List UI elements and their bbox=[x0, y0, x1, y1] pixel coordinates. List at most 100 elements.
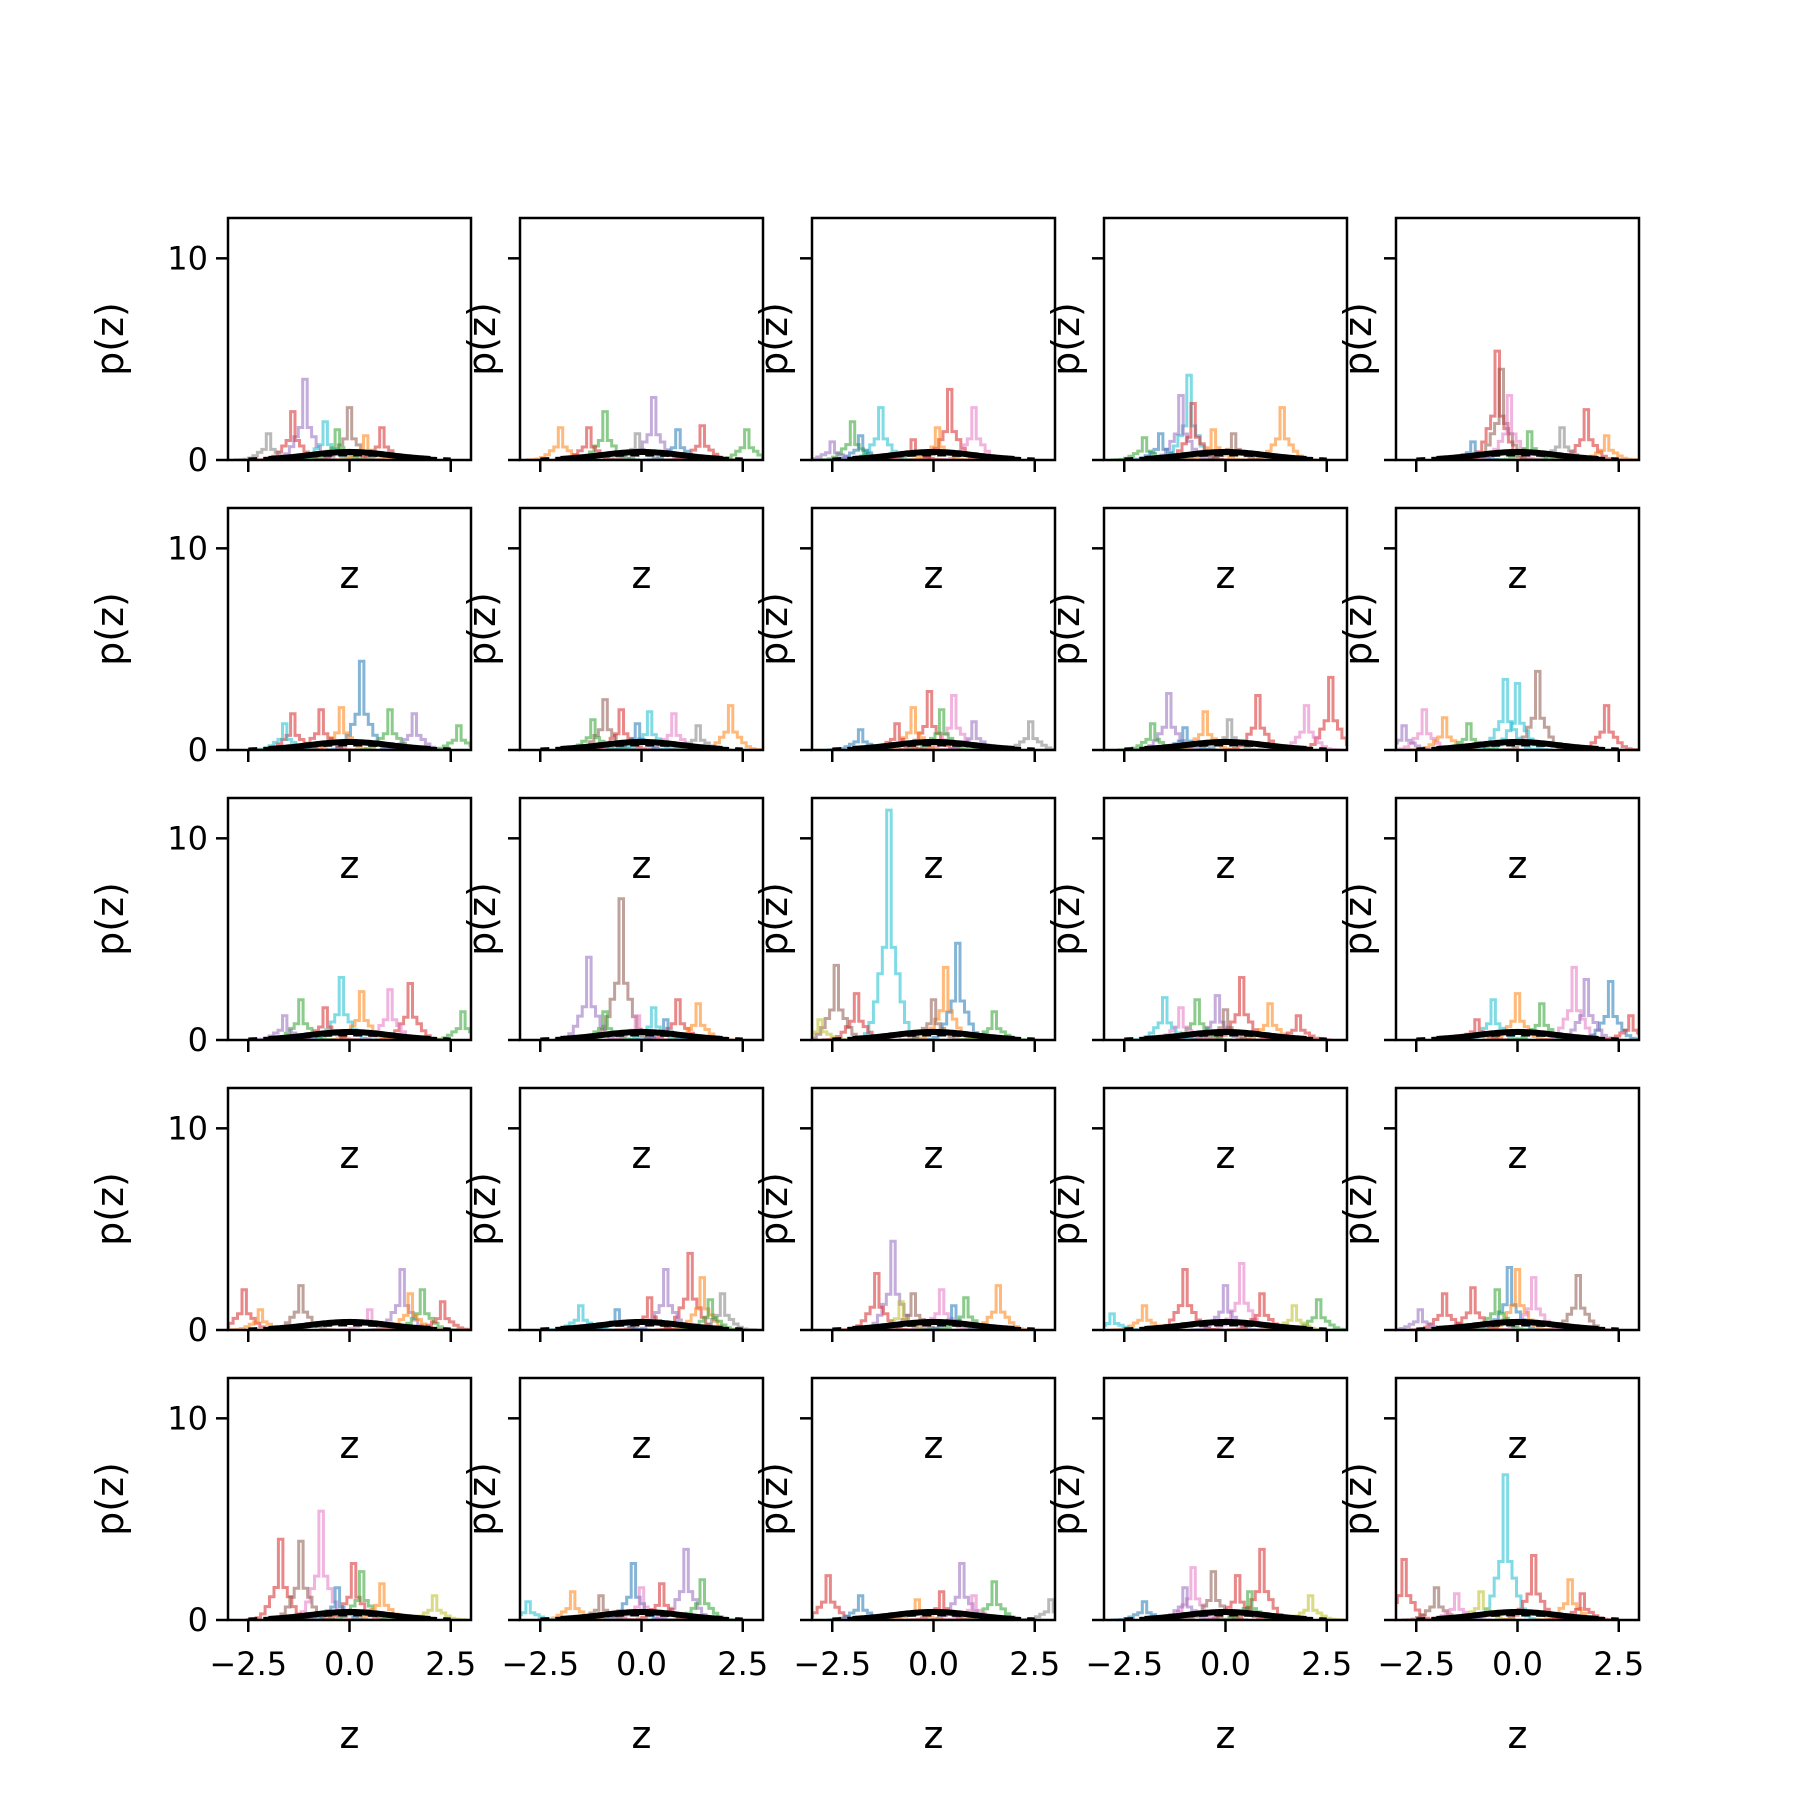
y-axis-label: p(z) bbox=[1336, 1462, 1380, 1536]
x-axis-label: z bbox=[1508, 843, 1528, 887]
x-axis-label: z bbox=[632, 843, 652, 887]
y-axis-label: p(z) bbox=[88, 592, 132, 666]
x-tick-label: 0.0 bbox=[908, 1645, 959, 1683]
y-axis-label: p(z) bbox=[1336, 882, 1380, 956]
subplot-r2-c0: 0 10 p(z) z bbox=[88, 796, 473, 1177]
x-tick-label: 2.5 bbox=[1301, 1645, 1352, 1683]
subplot-r0-c1: p(z) z bbox=[460, 216, 765, 597]
subplot-r1-c0: 0 10 p(z) z bbox=[88, 506, 473, 887]
y-axis-label: p(z) bbox=[1044, 1462, 1088, 1536]
x-tick-label: 0.0 bbox=[616, 1645, 667, 1683]
subplot-r3-c2: p(z) z bbox=[752, 1086, 1057, 1467]
x-tick-label: 0.0 bbox=[324, 1645, 375, 1683]
x-tick-label: −2.5 bbox=[1085, 1645, 1163, 1683]
x-axis-label: z bbox=[1508, 1713, 1528, 1757]
subplot-r0-c2: p(z) z bbox=[752, 216, 1057, 597]
subplot-r1-c3: p(z) z bbox=[1044, 506, 1349, 887]
y-axis-label: p(z) bbox=[460, 1172, 504, 1246]
y-axis-label: p(z) bbox=[1044, 592, 1088, 666]
x-tick-label: 2.5 bbox=[425, 1645, 476, 1683]
y-axis-label: p(z) bbox=[752, 302, 796, 376]
subplot-r3-c0: 0 10 p(z) z bbox=[88, 1086, 473, 1467]
y-axis-label: p(z) bbox=[88, 1462, 132, 1536]
x-tick-label: −2.5 bbox=[793, 1645, 871, 1683]
x-tick-label: 2.5 bbox=[1009, 1645, 1060, 1683]
plot-area bbox=[520, 1547, 743, 1620]
x-axis-label: z bbox=[1216, 1713, 1236, 1757]
y-axis-label: p(z) bbox=[752, 1462, 796, 1536]
histogram-series-3 bbox=[1498, 1276, 1569, 1330]
subplot-r3-c1: p(z) z bbox=[460, 1086, 765, 1467]
y-axis-label: p(z) bbox=[1336, 302, 1380, 376]
y-axis-label: p(z) bbox=[752, 1172, 796, 1246]
y-axis-label: p(z) bbox=[1044, 302, 1088, 376]
x-tick-label: −2.5 bbox=[1377, 1645, 1455, 1683]
x-axis-label: z bbox=[340, 1423, 360, 1467]
subplot-r4-c1: −2.5 0.0 2.5 p(z) z bbox=[460, 1376, 768, 1757]
reference-dashed-curve bbox=[832, 1323, 1035, 1330]
y-axis-label: p(z) bbox=[460, 1462, 504, 1536]
subplot-r1-c1: p(z) z bbox=[460, 506, 765, 887]
reference-dashed-curve bbox=[1416, 1323, 1619, 1330]
reference-dashed-curve bbox=[1416, 1613, 1619, 1620]
subplot-r1-c4: p(z) z bbox=[1336, 506, 1641, 887]
reference-dashed-curve bbox=[540, 1033, 743, 1040]
x-axis-label: z bbox=[924, 1713, 944, 1757]
plot-area bbox=[1396, 669, 1639, 750]
y-tick-label: 10 bbox=[167, 529, 208, 567]
y-axis-label: p(z) bbox=[88, 302, 132, 376]
reference-dashed-curve bbox=[540, 1613, 743, 1620]
histogram-series-0 bbox=[1206, 1262, 1277, 1330]
reference-dashed-curve bbox=[832, 1613, 1035, 1620]
subplot-r4-c4: −2.5 0.0 2.5 p(z) z bbox=[1336, 1376, 1644, 1757]
histogram-series-3 bbox=[326, 990, 397, 1040]
reference-dashed-curve bbox=[248, 1613, 451, 1620]
y-tick-label: 0 bbox=[188, 441, 208, 479]
y-tick-label: 10 bbox=[167, 1399, 208, 1437]
x-axis-label: z bbox=[924, 553, 944, 597]
x-axis-label: z bbox=[1216, 1133, 1236, 1177]
reference-dashed-curve bbox=[540, 1323, 743, 1330]
x-axis-label: z bbox=[1508, 1423, 1528, 1467]
x-tick-label: 0.0 bbox=[1492, 1645, 1543, 1683]
reference-dashed-curve bbox=[248, 1033, 451, 1040]
y-tick-label: 0 bbox=[188, 731, 208, 769]
reference-dashed-curve bbox=[832, 1033, 1035, 1040]
x-axis-label: z bbox=[632, 553, 652, 597]
x-axis-label: z bbox=[632, 1133, 652, 1177]
x-tick-label: 0.0 bbox=[1200, 1645, 1251, 1683]
x-axis-label: z bbox=[340, 1133, 360, 1177]
reference-dashed-curve bbox=[1124, 1033, 1327, 1040]
x-axis-label: z bbox=[924, 1423, 944, 1467]
y-axis-label: p(z) bbox=[460, 302, 504, 376]
y-axis-label: p(z) bbox=[460, 882, 504, 956]
plot-area bbox=[832, 1239, 1035, 1330]
y-tick-label: 10 bbox=[167, 239, 208, 277]
y-tick-label: 0 bbox=[188, 1021, 208, 1059]
y-axis-label: p(z) bbox=[460, 592, 504, 666]
reference-dashed-curve bbox=[1416, 1033, 1619, 1040]
y-tick-label: 10 bbox=[167, 1109, 208, 1147]
reference-dashed-curve bbox=[1124, 743, 1327, 750]
reference-dashed-curve bbox=[832, 453, 1035, 460]
histogram-series-2 bbox=[1178, 1570, 1249, 1620]
subplot-grid: 0 10 p(z) z p(z) z p(z) z p(z) z p(z) z 0 10 p(z) z p(z)… bbox=[88, 216, 1644, 1757]
y-axis-label: p(z) bbox=[752, 592, 796, 666]
histogram-series-0 bbox=[1474, 1266, 1545, 1330]
x-axis-label: z bbox=[1216, 1423, 1236, 1467]
histogram-series-4 bbox=[326, 1570, 397, 1620]
y-axis-label: p(z) bbox=[1336, 592, 1380, 666]
subplot-r3-c4: p(z) z bbox=[1336, 1086, 1641, 1467]
y-axis-label: p(z) bbox=[88, 882, 132, 956]
y-tick-label: 10 bbox=[167, 819, 208, 857]
subplot-r1-c2: p(z) z bbox=[752, 506, 1057, 887]
reference-dashed-curve bbox=[832, 743, 1035, 750]
reference-dashed-curve bbox=[248, 743, 451, 750]
y-axis-label: p(z) bbox=[1336, 1172, 1380, 1246]
subplot-r4-c0: −2.5 0.0 2.5 0 10 p(z) z bbox=[88, 1376, 476, 1757]
subplot-r0-c3: p(z) z bbox=[1044, 216, 1349, 597]
subplot-r2-c3: p(z) z bbox=[1044, 796, 1349, 1177]
x-axis-label: z bbox=[924, 1133, 944, 1177]
reference-dashed-curve bbox=[248, 453, 451, 460]
